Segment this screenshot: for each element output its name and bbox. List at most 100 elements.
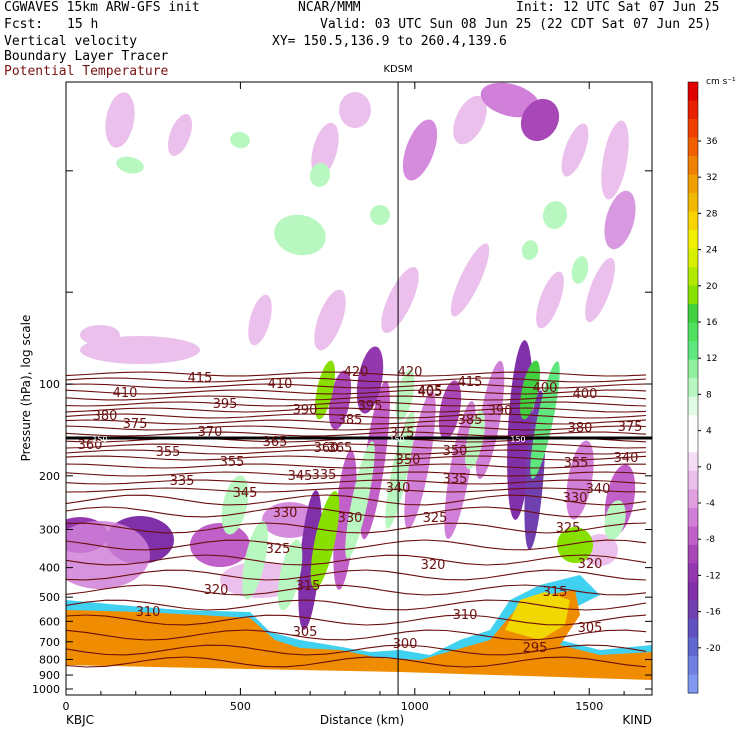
downdraft-region [381,266,419,334]
theta-contour [66,377,647,383]
theta-contour [66,463,647,469]
theta-label-36: 340 [386,481,411,496]
theta-contour [66,371,647,377]
theta-contour [66,425,647,431]
theta-label-53: 305 [578,621,603,636]
colorbar-swatch [688,618,698,639]
x-axis: 0 500 1000 1500 [63,82,625,713]
theta-label-15: 400 [573,387,598,402]
x-tick-label-1: 500 [230,700,251,713]
theta-contour [66,407,647,413]
theta-label-35: 335 [312,468,337,483]
theta-contour [66,656,647,668]
colorbar-swatch [688,674,698,694]
updraft-region [395,369,415,421]
updraft-region [309,163,331,187]
downdraft-region [404,391,436,529]
theta-label-24: 365 [263,435,288,450]
updraft-region [345,441,375,559]
updraft-region [521,240,539,260]
theta-label-42: 325 [423,511,448,526]
theta-label-46: 320 [578,557,603,572]
colorbar-swatch [688,415,698,435]
theta-label-11: 395 [358,399,383,414]
colorbar-swatch [688,230,698,250]
theta-label-5: 405 [418,384,443,399]
theta-label-20: 380 [568,421,593,436]
colorbar-swatch [688,304,698,324]
colorbar: 36 32 28 24 20 16 12 8 4 0 -4 -8 -12 -16 -20 [687,81,721,694]
y-tick-label-0: 100 [39,378,60,391]
colorbar-label-10: -4 [706,499,715,509]
theta-label-28: 355 [220,455,245,470]
downdraft-region [585,257,615,323]
colorbar-label-6: 12 [706,354,717,364]
downdraft-region [601,120,629,200]
theta-contour [66,471,647,477]
theta-contour [66,449,647,455]
theta-contour [66,395,647,401]
theta-label-17: 375 [123,417,148,432]
theta-label-2: 420 [398,365,423,380]
theta-label-22: 360 [78,438,103,453]
field-boundary-layer-tracer: Boundary Layer Tracer [4,49,169,64]
colorbar-label-5: 16 [706,318,718,328]
x-axis-title: Distance (km) [320,713,404,727]
theta-label-8: 395 [213,397,238,412]
theta-contour [66,522,647,534]
downdraft-region [298,490,322,630]
terrain-below [66,665,652,695]
updraft-region [274,214,326,256]
theta-contour [66,584,647,596]
theta-label-47: 320 [204,583,229,598]
colorbar-swatch [688,433,698,453]
theta-contour [66,455,647,461]
theta-label-7: 410 [113,386,138,401]
theta-contour [66,419,647,425]
colorbar-label-2: 28 [706,209,718,219]
potential-temperature-contours [66,371,647,668]
downdraft-region [167,114,193,156]
colorbar-swatch [688,526,698,546]
colorbar-swatch [688,82,698,102]
downdraft-region [333,450,357,590]
downdraft-region [475,360,505,480]
theta-contour [66,614,647,626]
downdraft-region [561,123,589,177]
theta-label-3: 415 [458,375,483,390]
theta-label-6: 400 [533,381,558,396]
theta-contour [66,383,647,389]
updraft-region [116,156,144,174]
theta-label-31: 340 [614,451,639,466]
field-potential-temperature: Potential Temperature [4,64,169,79]
colorbar-swatch [688,396,698,416]
theta-label-0: 415 [188,371,213,386]
updraft-region [230,131,250,149]
theta-label-30: 355 [564,456,589,471]
colorbar-label-14: -20 [706,644,721,654]
tropopause-label-center: 150 [389,435,404,444]
field-vertical-velocity: Vertical velocity [4,34,138,49]
downdraft-region [402,119,438,181]
downdraft-region [80,325,120,345]
theta-label-34: 345 [288,469,313,484]
colorbar-swatch [688,378,698,398]
theta-label-32: 335 [170,474,195,489]
theta-contour [66,644,647,656]
updraft-region [277,539,303,611]
colorbar-swatch [688,507,698,527]
updraft-region [314,360,336,420]
theta-contour [66,494,647,506]
colorbar-label-3: 24 [706,246,718,256]
forecast-label: Fcst: [4,17,44,32]
y-tick-label-5: 600 [39,615,60,628]
theta-contour [66,479,647,485]
y-axis-title: Pressure (hPa), log scale [19,315,33,462]
theta-contour [66,389,647,395]
theta-label-13: 385 [458,413,483,428]
theta-contour [66,569,647,581]
colorbar-label-9: 0 [706,463,712,473]
theta-label-1: 420 [344,365,369,380]
colorbar-swatch [688,581,698,602]
